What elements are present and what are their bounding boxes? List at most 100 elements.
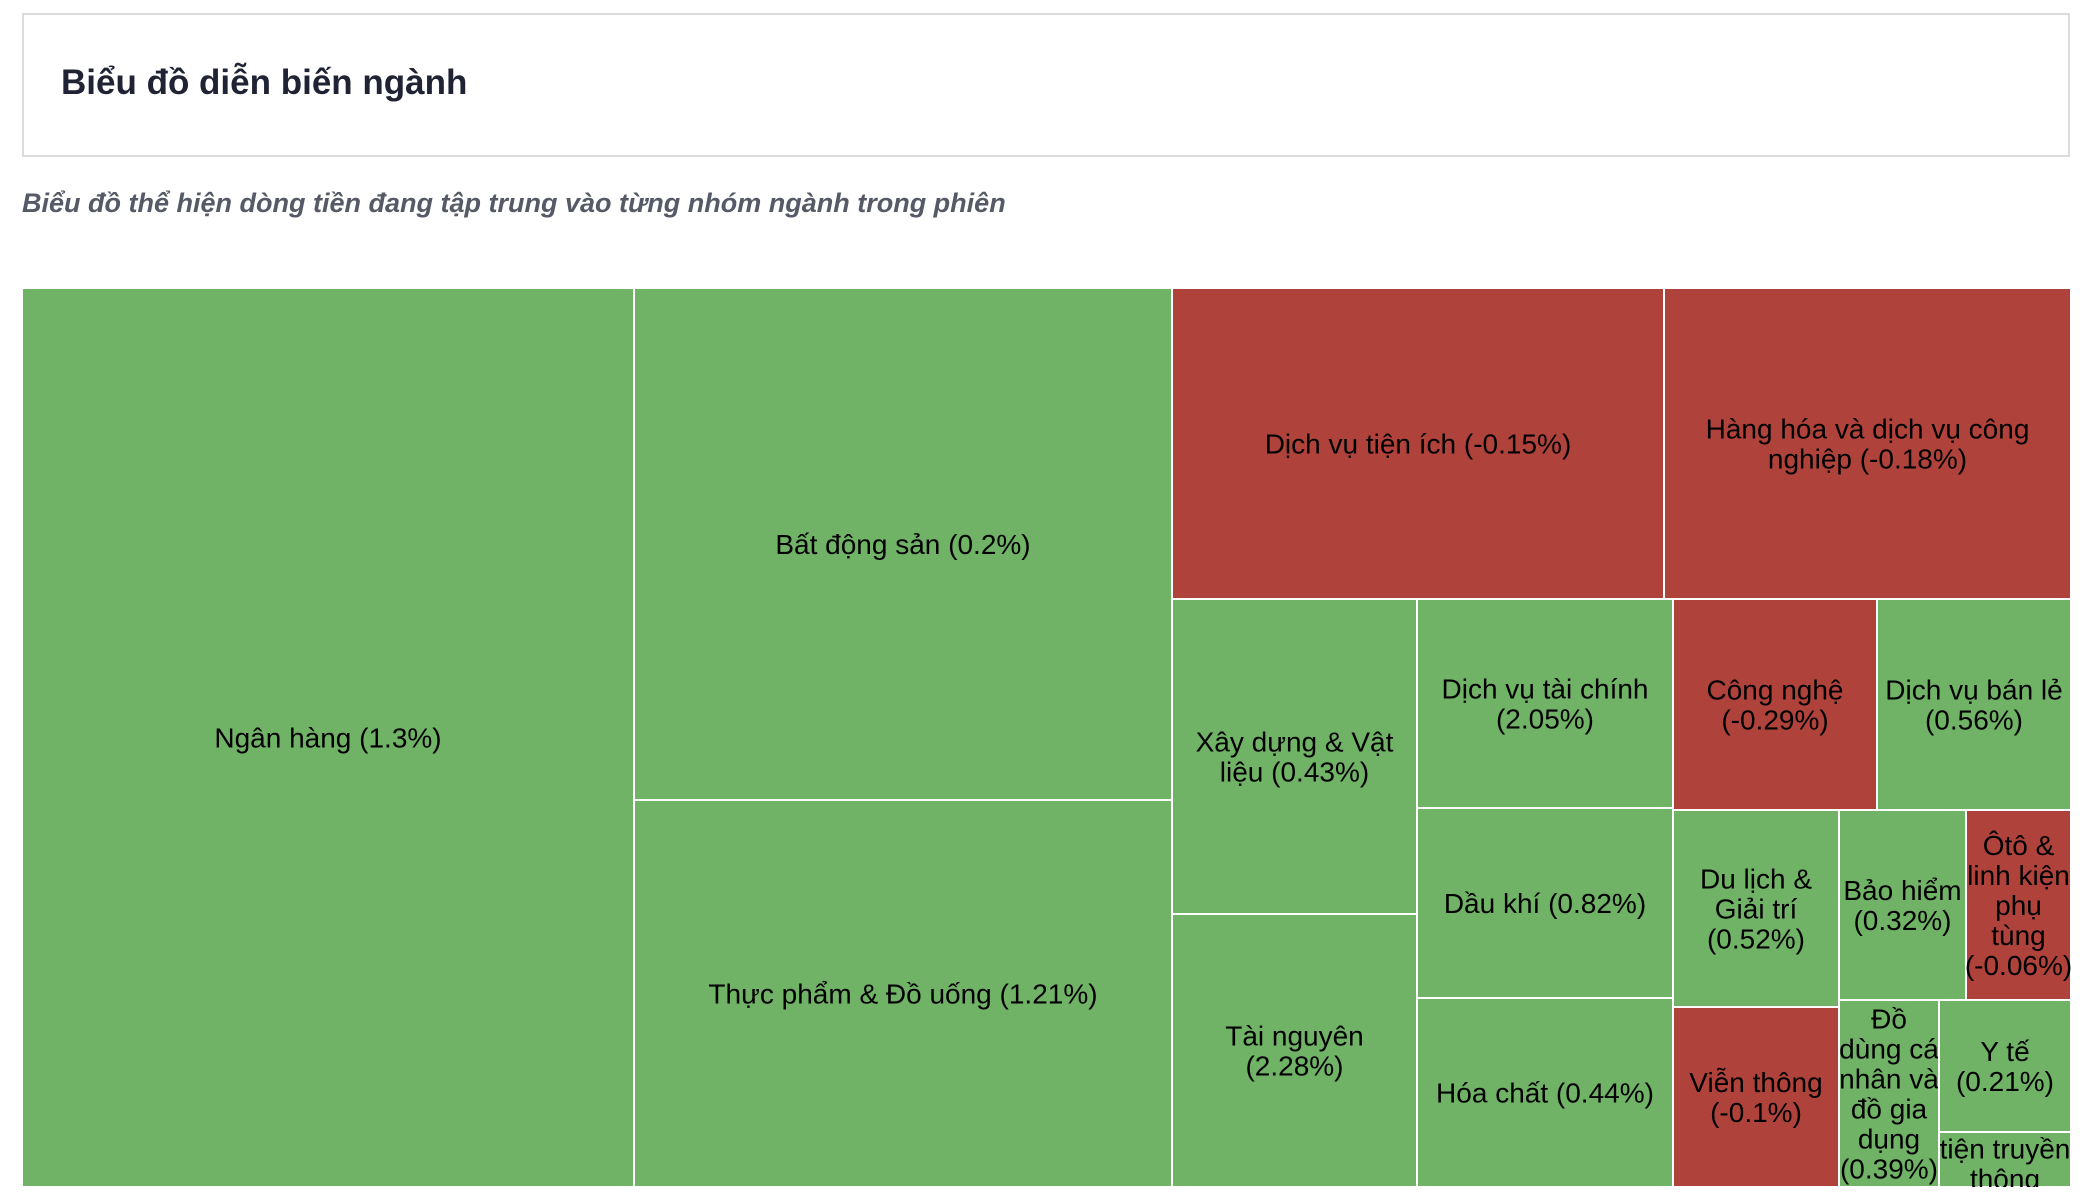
treemap-tile-label-line: Xây dựng & Vật: [1196, 727, 1394, 758]
treemap-tile-label-line: Hóa chất (0.44%): [1436, 1078, 1654, 1109]
treemap-tile-label: Du lịch & Giải trí (0.52%): [1700, 864, 1812, 955]
treemap-tile-label-line: Công nghệ: [1706, 675, 1843, 706]
treemap-tile-label-line: dùng cá: [1839, 1034, 1939, 1065]
treemap-tile-rect: [1965, 809, 2071, 1001]
treemap-tile-rect: [1938, 999, 2071, 1133]
treemap-tile-label-line: Dịch vụ tài chính: [1442, 674, 1649, 705]
treemap-tile-label-line: Viễn thông: [1689, 1067, 1822, 1098]
treemap-tile-rect: [1938, 1131, 2071, 1187]
treemap-tile-label: Dịch vụ bán lẻ (0.56%): [1885, 675, 2062, 736]
treemap-tile-rect: [1663, 288, 2071, 600]
treemap-tile-label-line: thông: [1970, 1164, 2040, 1188]
treemap-tile-truyen-thong[interactable]: tiện truyền thông: [1938, 1131, 2071, 1188]
treemap-tile-vien-thong[interactable]: Viễn thông (-0.1%): [1672, 1006, 1840, 1187]
treemap-tile-rect: [22, 288, 635, 1187]
treemap-tile-label: Dịch vụ tài chính (2.05%): [1442, 674, 1649, 735]
treemap-tile-label-line: (-0.1%): [1710, 1097, 1802, 1128]
treemap-tile-label-line: Hàng hóa và dịch vụ công: [1706, 414, 2030, 445]
treemap-tile-label-line: Đồ: [1871, 1004, 1907, 1035]
treemap-tile-label: tiện truyền thông: [1940, 1134, 2071, 1188]
treemap-tile-label-line: nghiệp (-0.18%): [1768, 444, 1967, 475]
treemap-tile-label-line: liệu (0.43%): [1220, 757, 1369, 788]
treemap-tile-rect: [1672, 598, 1878, 811]
treemap-tile-label-line: Bất động sản (0.2%): [775, 529, 1030, 560]
treemap-tile-du-lich-giai-tri[interactable]: Du lịch & Giải trí (0.52%): [1672, 809, 1840, 1008]
treemap-tile-label-line: (0.56%): [1925, 705, 2023, 736]
treemap-tile-label: Y tế (0.21%): [1956, 1036, 2054, 1097]
treemap-tile-label-line: (2.28%): [1245, 1051, 1343, 1082]
treemap-tile-label-line: Dịch vụ bán lẻ: [1885, 675, 2062, 706]
treemap-tile-hoa-chat[interactable]: Hóa chất (0.44%): [1416, 997, 1674, 1187]
treemap-tile-label-line: (2.05%): [1496, 704, 1594, 735]
treemap-tile-bao-hiem[interactable]: Bảo hiểm (0.32%): [1838, 809, 1967, 1001]
treemap-tile-label-line: Dịch vụ tiện ích (-0.15%): [1265, 429, 1572, 460]
treemap-tile-rect: [1171, 598, 1418, 915]
treemap-tile-rect: [1672, 1006, 1840, 1187]
treemap-tile-label-line: (0.52%): [1707, 924, 1805, 955]
treemap-tile-rect: [1416, 598, 1674, 809]
treemap-tile-label: Xây dựng & Vật liệu (0.43%): [1196, 727, 1394, 788]
treemap-tile-label-line: (0.32%): [1853, 905, 1951, 936]
treemap-tile-y-te[interactable]: Y tế (0.21%): [1938, 999, 2071, 1133]
sector-treemap: Ngân hàng (1.3%) Bất động sản (0.2%) Thực …: [22, 288, 2071, 1187]
treemap-tile-rect: [1838, 809, 1967, 1001]
treemap-tile-label-line: Ôtô &: [1983, 830, 2055, 861]
treemap-tile-label: Hàng hóa và dịch vụ công nghiệp (-0.18%): [1706, 414, 2030, 475]
treemap-tile-rect: [1171, 913, 1418, 1187]
treemap-tile-label-line: (-0.29%): [1721, 705, 1828, 736]
treemap-tile-label-line: Dầu khí (0.82%): [1444, 888, 1646, 919]
treemap-tile-tai-nguyen[interactable]: Tài nguyên (2.28%): [1171, 913, 1418, 1187]
chart-header-box: Biểu đồ diễn biến ngành: [22, 13, 2070, 157]
treemap-tile-label: Thực phẩm & Đồ uống (1.21%): [708, 979, 1097, 1010]
treemap-tile-rect: [633, 288, 1173, 801]
treemap-tile-label-line: đồ gia: [1851, 1094, 1928, 1125]
treemap-tile-label: Bảo hiểm (0.32%): [1843, 875, 1961, 936]
treemap-tile-dau-khi[interactable]: Dầu khí (0.82%): [1416, 807, 1674, 999]
treemap-tile-label-line: dụng: [1858, 1124, 1920, 1155]
treemap-tile-label: Đồ dùng cá nhân và đồ gia dụng (0.39%): [1839, 1004, 1939, 1185]
treemap-tile-label: Viễn thông (-0.1%): [1689, 1067, 1822, 1128]
treemap-tile-rect: [633, 799, 1173, 1187]
treemap-tile-xay-dung-vat-lieu[interactable]: Xây dựng & Vật liệu (0.43%): [1171, 598, 1418, 915]
treemap-tile-cong-nghe[interactable]: Công nghệ (-0.29%): [1672, 598, 1878, 811]
treemap-tile-rect: [1171, 288, 1665, 600]
treemap-tile-label-line: Y tế: [1980, 1036, 2030, 1067]
treemap-tile-rect: [1416, 807, 1674, 999]
treemap-tile-label: Tài nguyên (2.28%): [1225, 1021, 1364, 1082]
treemap-tile-label-line: (0.21%): [1956, 1066, 2054, 1097]
treemap-tile-dich-vu-tien-ich[interactable]: Dịch vụ tiện ích (-0.15%): [1171, 288, 1665, 600]
treemap-tile-label-line: Ngân hàng (1.3%): [214, 723, 441, 754]
treemap-tile-label-line: Thực phẩm & Đồ uống (1.21%): [708, 979, 1097, 1010]
treemap-tile-label: Bất động sản (0.2%): [775, 529, 1030, 560]
treemap-tile-hang-hoa-dich-vu-cong-nghiep[interactable]: Hàng hóa và dịch vụ công nghiệp (-0.18%): [1663, 288, 2071, 600]
chart-header-title: Biểu đồ diễn biến ngành: [61, 63, 468, 102]
treemap-tile-rect: [1416, 997, 1674, 1187]
treemap-tile-label: Dịch vụ tiện ích (-0.15%): [1265, 429, 1572, 460]
treemap-tile-label: Hóa chất (0.44%): [1436, 1078, 1654, 1109]
treemap-tile-label-line: Bảo hiểm: [1843, 875, 1961, 906]
treemap-tile-label: Ôtô & linh kiện phụ tùng (-0.06%): [1965, 830, 2071, 981]
treemap-tile-thuc-pham-do-uong[interactable]: Thực phẩm & Đồ uống (1.21%): [633, 799, 1173, 1187]
treemap-tile-ngan-hang[interactable]: Ngân hàng (1.3%): [22, 288, 635, 1187]
treemap-tile-label-line: Tài nguyên: [1225, 1021, 1364, 1052]
treemap-tile-label-line: (0.39%): [1840, 1154, 1938, 1185]
treemap-tile-label-line: linh kiện: [1967, 860, 2070, 891]
treemap-tile-label: Dầu khí (0.82%): [1444, 888, 1646, 919]
treemap-tile-oto-linh-kien[interactable]: Ôtô & linh kiện phụ tùng (-0.06%): [1965, 809, 2071, 1001]
treemap-tile-bat-dong-san[interactable]: Bất động sản (0.2%): [633, 288, 1173, 801]
treemap-tile-label-line: Du lịch &: [1700, 864, 1812, 895]
chart-subtitle: Biểu đồ thể hiện dòng tiền đang tập trun…: [22, 188, 1006, 218]
treemap-tile-dich-vu-ban-le[interactable]: Dịch vụ bán lẻ (0.56%): [1876, 598, 2071, 811]
treemap-tile-do-dung-ca-nhan[interactable]: Đồ dùng cá nhân và đồ gia dụng (0.39%): [1838, 999, 1940, 1187]
treemap-tile-dich-vu-tai-chinh[interactable]: Dịch vụ tài chính (2.05%): [1416, 598, 1674, 809]
treemap-tile-label-line: (-0.06%): [1965, 950, 2071, 981]
treemap-tile-label-line: nhân và: [1839, 1064, 1939, 1095]
treemap-tile-label-line: tiện truyền: [1940, 1134, 2071, 1165]
treemap-tile-rect: [1838, 999, 1940, 1187]
treemap-tile-label-line: Giải trí: [1715, 894, 1798, 925]
treemap-svg: Ngân hàng (1.3%) Bất động sản (0.2%) Thực …: [22, 288, 2071, 1187]
treemap-tile-label: Công nghệ (-0.29%): [1706, 675, 1843, 736]
treemap-tile-rect: [1672, 809, 1840, 1008]
treemap-tile-label: Ngân hàng (1.3%): [214, 723, 441, 754]
treemap-tile-label-line: tùng: [1991, 920, 2046, 951]
